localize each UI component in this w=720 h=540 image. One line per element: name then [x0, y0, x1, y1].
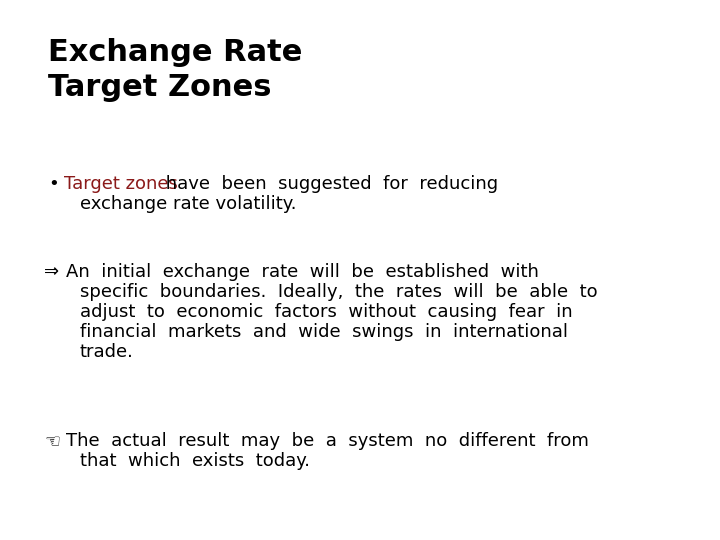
Text: •: •	[48, 175, 59, 193]
Text: exchange rate volatility.: exchange rate volatility.	[80, 195, 297, 213]
Text: that  which  exists  today.: that which exists today.	[80, 452, 310, 470]
Text: ☜: ☜	[44, 432, 60, 450]
Text: have  been  suggested  for  reducing: have been suggested for reducing	[160, 175, 498, 193]
Text: ⇒: ⇒	[44, 263, 59, 281]
Text: financial  markets  and  wide  swings  in  international: financial markets and wide swings in int…	[80, 323, 568, 341]
Text: An  initial  exchange  rate  will  be  established  with: An initial exchange rate will be establi…	[66, 263, 539, 281]
Text: Target zones: Target zones	[64, 175, 178, 193]
Text: trade.: trade.	[80, 343, 134, 361]
Text: specific  boundaries.  Ideally,  the  rates  will  be  able  to: specific boundaries. Ideally, the rates …	[80, 283, 598, 301]
Text: Exchange Rate
Target Zones: Exchange Rate Target Zones	[48, 38, 302, 102]
Text: adjust  to  economic  factors  without  causing  fear  in: adjust to economic factors without causi…	[80, 303, 572, 321]
Text: The  actual  result  may  be  a  system  no  different  from: The actual result may be a system no dif…	[66, 432, 589, 450]
